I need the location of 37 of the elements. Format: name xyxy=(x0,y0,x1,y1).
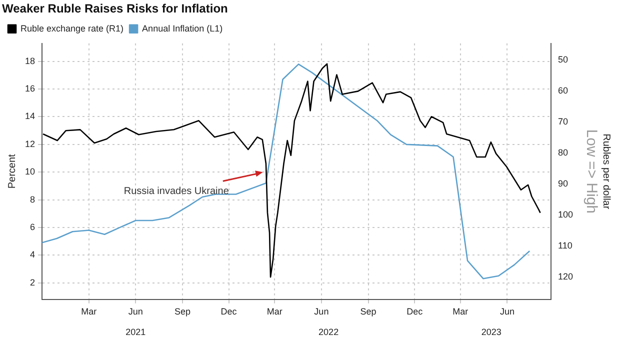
x2-tick-label: 2022 xyxy=(318,327,339,338)
chart-title: Weaker Ruble Raises Risks for Inflation xyxy=(2,2,228,16)
x-tick-label: Mar xyxy=(266,306,282,316)
y-tick-label: 14 xyxy=(24,111,36,122)
y2-tick-label: 50 xyxy=(558,54,568,64)
y-tick-label: 4 xyxy=(30,250,36,260)
y2-tick-label: 70 xyxy=(558,116,568,126)
legend-label: Annual Inflation (L1) xyxy=(142,23,223,34)
legend-label: Ruble exchange rate (R1) xyxy=(20,23,124,34)
y2-axis-title: Rubles per dollar xyxy=(600,134,612,210)
x-tick-label: Mar xyxy=(81,306,97,316)
y-tick-label: 6 xyxy=(30,222,36,232)
x-tick-label: Jun xyxy=(128,306,143,316)
y-tick-label: 8 xyxy=(30,194,36,204)
y-tick-label: 18 xyxy=(24,56,36,66)
y-tick-label: 16 xyxy=(24,84,36,94)
x2-tick-label: 2023 xyxy=(481,327,502,338)
y2-tick-label: 100 xyxy=(558,209,574,220)
x-tick-label: Jun xyxy=(500,306,514,316)
y-tick-label: 12 xyxy=(24,138,36,149)
x-tick-label: Dec xyxy=(406,306,424,316)
x2-tick-label: 2021 xyxy=(126,327,146,338)
y-axis-title: Percent xyxy=(6,154,18,189)
y-tick-label: 2 xyxy=(30,277,36,288)
y2-tick-label: 80 xyxy=(558,147,568,158)
y2-tick-label: 120 xyxy=(558,272,574,282)
x-tick-label: Dec xyxy=(220,306,238,316)
x-tick-label: Jun xyxy=(314,306,329,316)
y2-tick-label: 110 xyxy=(558,240,572,251)
x-tick-label: Sep xyxy=(174,306,190,316)
y-tick-label: 10 xyxy=(24,166,36,177)
x-tick-label: Sep xyxy=(360,306,376,316)
annotation: Russia invades Ukraine xyxy=(124,186,230,197)
y2-tick-label: 90 xyxy=(558,178,568,188)
x-tick-label: Mar xyxy=(452,306,468,316)
text: Low => High xyxy=(582,129,600,214)
y2-tick-label: 60 xyxy=(558,85,568,96)
